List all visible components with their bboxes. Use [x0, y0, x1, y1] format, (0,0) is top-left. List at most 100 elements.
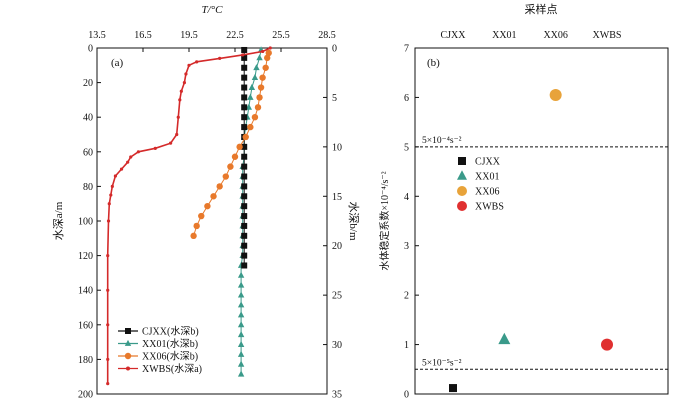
left-tick-label: 80 — [83, 182, 93, 193]
right-tick-label: 35 — [332, 390, 342, 401]
data-point — [248, 83, 256, 90]
data-point — [241, 163, 248, 170]
panel-a-plot: 13.5 16.5 19.5 22.5 25.5 28.50204060801001201… — [78, 30, 342, 401]
panel-b-frame — [414, 47, 669, 395]
data-point — [237, 311, 245, 318]
series-xwbs — [106, 46, 272, 386]
data-point — [254, 104, 262, 111]
legend-label: CJXX — [475, 157, 501, 168]
legend-marker — [124, 339, 132, 346]
left-tick-label: 200 — [78, 390, 93, 401]
y-tick-label: 7 — [404, 44, 409, 55]
y-tick-label: 1 — [404, 340, 409, 351]
data-point — [110, 184, 114, 188]
legend-label: CJXX(水深b) — [142, 326, 199, 338]
data-point — [178, 98, 182, 102]
legend-marker — [124, 352, 132, 360]
data-point — [237, 301, 245, 308]
data-point — [231, 153, 239, 160]
data-point — [129, 155, 133, 159]
data-point — [241, 203, 248, 210]
panel-b-y-axis-label: 水体稳定系数×10⁻⁴/s⁻² — [378, 171, 391, 270]
category-label: XWBS — [593, 30, 622, 41]
series-line — [240, 49, 262, 375]
data-point — [193, 222, 200, 230]
panel-a-label: (a) — [111, 57, 124, 69]
y-tick-label: 2 — [404, 291, 409, 302]
left-tick-label: 60 — [83, 147, 93, 158]
series-line — [193, 52, 270, 236]
data-point — [256, 94, 263, 101]
data-point — [119, 167, 124, 171]
data-point — [237, 350, 245, 357]
legend-marker — [126, 366, 130, 371]
y-tick-label: 3 — [404, 241, 409, 252]
panel-a-frame — [96, 47, 328, 395]
panel-b-plot: CJXX XX01 XX06 XWBS 0 1 2 3 4 5 6 7 5×10⁻⁴s⁻² 5×10⁻⁵s… — [404, 30, 668, 401]
data-point — [236, 143, 243, 151]
panel-b-top-axis-label: 采样点 — [525, 2, 558, 16]
reference-line-label: 5×10⁻⁵s⁻² — [422, 358, 462, 368]
data-point — [179, 89, 183, 93]
data-point — [261, 49, 265, 54]
top-tick-label: 22.5 — [226, 30, 244, 41]
data-point — [153, 146, 157, 150]
right-tick-label: 30 — [332, 340, 342, 351]
point-xx06 — [549, 88, 562, 101]
data-point — [109, 193, 113, 197]
point-xx01 — [498, 332, 511, 345]
data-point — [204, 202, 211, 210]
data-point — [241, 193, 248, 200]
data-point — [259, 74, 266, 81]
data-point — [187, 63, 191, 67]
right-tick-label: 20 — [332, 241, 342, 252]
category-label: XX06 — [543, 30, 567, 41]
data-point — [241, 124, 248, 131]
right-tick-label: 0 — [332, 44, 337, 55]
data-point — [241, 46, 248, 53]
data-point — [241, 242, 248, 249]
legend-marker — [457, 186, 467, 196]
data-point — [106, 254, 110, 258]
data-point — [251, 73, 259, 81]
data-point — [241, 232, 248, 239]
legend-marker — [125, 328, 131, 334]
data-point — [241, 54, 248, 61]
top-tick-label: 13.5 — [88, 30, 106, 41]
data-point — [113, 174, 117, 178]
top-tick-label: 19.5 — [180, 30, 198, 41]
data-point — [241, 173, 248, 180]
data-point — [218, 56, 222, 60]
data-point — [241, 114, 248, 121]
data-point — [247, 123, 254, 131]
data-point — [126, 160, 130, 164]
data-point — [136, 150, 140, 154]
legend-marker — [457, 201, 467, 211]
legend-label: XWBS — [475, 202, 504, 213]
category-label: XX01 — [492, 30, 516, 41]
series-line — [106, 47, 271, 384]
series-xx06 — [190, 49, 272, 240]
category-label: CJXX — [440, 30, 466, 41]
data-point — [257, 84, 265, 91]
data-point — [241, 84, 248, 91]
data-point — [265, 49, 272, 57]
legend-label: XX06(水深b) — [142, 351, 198, 363]
right-tick-label: 25 — [332, 291, 342, 302]
data-point — [241, 53, 245, 57]
data-point — [242, 133, 249, 141]
data-point — [237, 360, 245, 367]
data-point — [253, 64, 260, 71]
left-tick-label: 180 — [78, 355, 93, 366]
left-tick-label: 0 — [88, 44, 93, 55]
data-point — [241, 94, 248, 101]
data-point — [241, 64, 248, 71]
data-point — [237, 291, 245, 298]
data-point — [195, 60, 199, 64]
data-point — [241, 104, 248, 111]
data-point — [107, 202, 111, 206]
data-point — [241, 74, 248, 81]
data-point — [198, 212, 205, 220]
panel-a-left-axis-label: 水深a/m — [52, 201, 65, 240]
point-xwbs — [601, 338, 613, 351]
